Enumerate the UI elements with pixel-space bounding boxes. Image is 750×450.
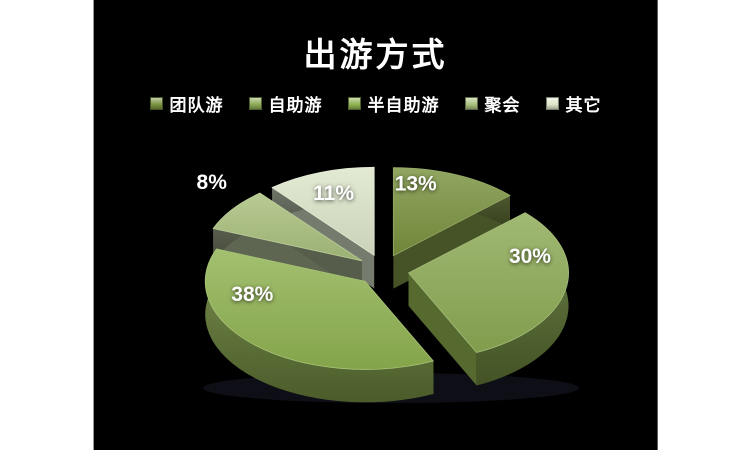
- pie-slice: [407, 212, 569, 353]
- pie-slice: [204, 248, 435, 370]
- legend-label: 半自助游: [367, 96, 440, 115]
- slice-percent-label: 30%: [509, 245, 551, 268]
- slice-percent-label: 38%: [231, 283, 273, 306]
- pie-slice: [212, 192, 363, 262]
- legend-swatch-icon: [545, 97, 559, 110]
- legend-item: 团队游: [149, 91, 224, 116]
- slice-percent-label: 8%: [197, 171, 228, 194]
- legend-item: 其它: [545, 91, 602, 116]
- legend-item: 自助游: [248, 91, 323, 116]
- legend-label: 其它: [565, 96, 602, 115]
- legend-item: 聚会: [464, 91, 521, 116]
- legend-swatch-icon: [149, 97, 163, 110]
- pie-slice: [392, 167, 511, 257]
- slice-percent-label: 13%: [395, 173, 437, 196]
- legend-swatch-icon: [464, 97, 478, 110]
- chart-title: 出游方式: [303, 36, 448, 73]
- legend-item: 半自助游: [347, 91, 440, 116]
- legend-label: 团队游: [169, 96, 224, 115]
- pie-slice: [271, 166, 375, 257]
- legend-swatch-icon: [347, 97, 361, 110]
- legend-label: 自助游: [268, 96, 323, 115]
- slice-percent-label: 11%: [313, 182, 354, 205]
- pie-slice-side: [408, 272, 477, 386]
- legend-swatch-icon: [248, 97, 262, 110]
- slide-canvas: 出游方式 团队游 自助游 半自助游 聚会 其它 13% 30: [93, 0, 658, 450]
- legend-label: 聚会: [484, 96, 521, 115]
- chart-legend: 团队游 自助游 半自助游 聚会 其它: [94, 91, 657, 116]
- pie-slice-rim: [205, 248, 434, 403]
